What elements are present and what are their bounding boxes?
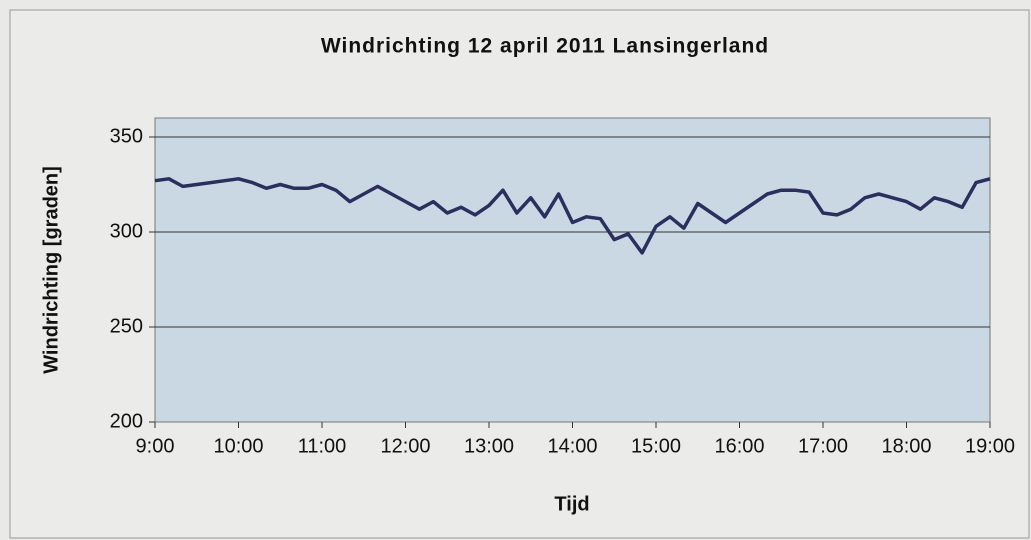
x-tick-label: 9:00 [136,435,175,457]
y-axis-label: Windrichting [graden] [40,166,62,374]
x-tick-label: 15:00 [631,435,681,457]
x-tick-label: 17:00 [798,435,848,457]
x-tick-label: 19:00 [965,435,1015,457]
x-axis-label: Tijd [554,493,589,515]
x-tick-label: 14:00 [547,435,597,457]
y-tick-label: 300 [110,220,143,242]
y-tick-label: 350 [110,125,143,147]
x-tick-label: 11:00 [298,435,347,457]
chart-title: Windrichting 12 april 2011 Lansingerland [321,35,769,58]
data-line [154,177,991,255]
x-tick-label: 13:00 [464,435,514,457]
x-tick-label: 18:00 [881,435,931,457]
x-tick-label: 10:00 [213,435,263,457]
y-tick-label: 250 [110,315,143,337]
x-tick-label: 12:00 [380,435,430,457]
y-tick-label: 200 [110,410,143,432]
x-tick-label: 16:00 [714,435,764,457]
plot-area [154,117,991,423]
